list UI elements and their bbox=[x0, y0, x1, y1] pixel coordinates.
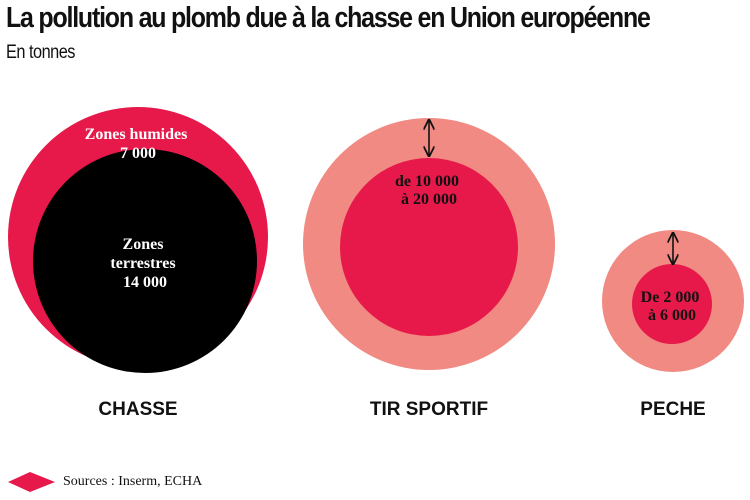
label-zones-humides-value: 7 000 bbox=[120, 145, 156, 162]
group-label-peche: PECHE bbox=[640, 399, 705, 420]
label-tir-sportif-range: de 10 000 à 20 000 bbox=[395, 173, 463, 208]
label-tir-sportif-min: de 10 000 bbox=[395, 173, 459, 190]
circle-peche-min bbox=[632, 264, 712, 344]
label-zones-terrestres-line2: terrestres bbox=[110, 255, 175, 272]
circle-tir-sportif-min bbox=[340, 158, 518, 336]
label-zones-terrestres-line1: Zones bbox=[123, 236, 164, 253]
source-note: Sources : Inserm, ECHA bbox=[63, 474, 203, 489]
label-zones-humides: Zones humides 7 000 bbox=[85, 126, 192, 162]
label-zones-humides-name: Zones humides bbox=[85, 126, 188, 143]
group-chasse: Zones humides 7 000 Zones terrestres 14 … bbox=[8, 107, 268, 420]
label-peche-max: à 6 000 bbox=[648, 307, 696, 324]
source-diamond-icon bbox=[8, 472, 55, 492]
chart-subtitle: En tonnes bbox=[6, 42, 75, 63]
group-label-tir-sportif: TIR SPORTIF bbox=[370, 399, 488, 420]
label-zones-terrestres-value: 14 000 bbox=[123, 274, 167, 291]
circle-zones-terrestres bbox=[33, 149, 257, 373]
group-tir-sportif: de 10 000 à 20 000 TIR SPORTIF bbox=[303, 118, 555, 420]
group-peche: De 2 000 à 6 000 PECHE bbox=[602, 230, 744, 420]
label-peche-min: De 2 000 bbox=[641, 289, 700, 306]
chart-title: La pollution au plomb due à la chasse en… bbox=[6, 2, 651, 34]
label-tir-sportif-max: à 20 000 bbox=[401, 191, 457, 208]
label-peche-range: De 2 000 à 6 000 bbox=[641, 289, 704, 324]
group-label-chasse: CHASSE bbox=[98, 399, 177, 420]
label-zones-terrestres: Zones terrestres 14 000 bbox=[110, 236, 179, 291]
